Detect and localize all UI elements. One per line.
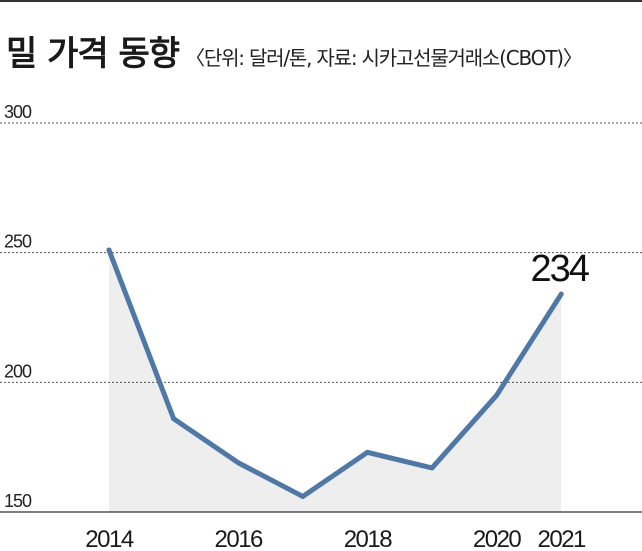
x-tick-label-2020: 2020 xyxy=(473,526,522,551)
data-point-2019 xyxy=(429,465,435,471)
data-point-2017 xyxy=(300,493,306,499)
data-point-2015 xyxy=(171,416,177,422)
data-point-2021 xyxy=(558,291,564,297)
data-point-2016 xyxy=(235,460,241,466)
value-label-2021: 234 xyxy=(530,248,589,290)
chart-header: 밀 가격 동향 〈단위: 달러/톤, 자료: 시카고선물거래소(CBOT)〉 xyxy=(6,26,583,75)
x-tick-label-2021: 2021 xyxy=(538,526,587,551)
top-rule xyxy=(0,0,642,2)
data-point-2018 xyxy=(364,449,370,455)
chart-title: 밀 가격 동향 xyxy=(6,34,180,74)
x-tick-label-2016: 2016 xyxy=(215,526,264,551)
y-tick-label-300: 300 xyxy=(4,102,32,122)
area-fill xyxy=(109,250,562,512)
y-tick-label-250: 250 xyxy=(4,232,32,252)
data-point-2014 xyxy=(106,247,112,253)
chart-subtitle: 〈단위: 달러/톤, 자료: 시카고선물거래소(CBOT)〉 xyxy=(185,46,583,70)
data-point-2020 xyxy=(494,392,500,398)
series-line xyxy=(106,247,564,499)
y-tick-label-150: 150 xyxy=(4,491,32,511)
x-tick-label-2018: 2018 xyxy=(344,526,393,551)
y-tick-label-200: 200 xyxy=(4,361,32,381)
x-tick-label-2014: 2014 xyxy=(85,526,134,551)
